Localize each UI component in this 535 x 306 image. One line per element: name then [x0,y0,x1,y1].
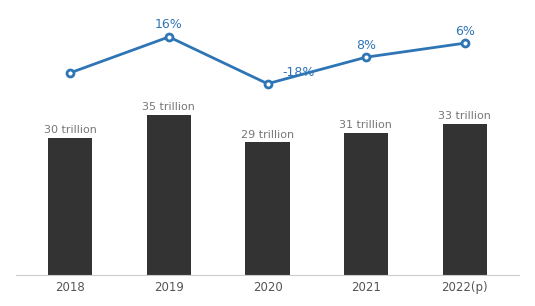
Bar [344,133,388,275]
Bar [246,142,289,275]
Text: 30 trillion: 30 trillion [44,125,96,135]
Text: 6%: 6% [455,25,475,38]
Text: 33 trillion: 33 trillion [438,111,491,121]
Text: 31 trillion: 31 trillion [340,120,392,130]
Text: 8%: 8% [356,39,376,52]
Text: 16%: 16% [155,18,183,32]
Bar [48,138,93,275]
Text: 29 trillion: 29 trillion [241,129,294,140]
Bar [442,124,487,275]
Bar [147,115,191,275]
Text: 35 trillion: 35 trillion [142,102,195,112]
Text: -18%: -18% [282,66,315,79]
